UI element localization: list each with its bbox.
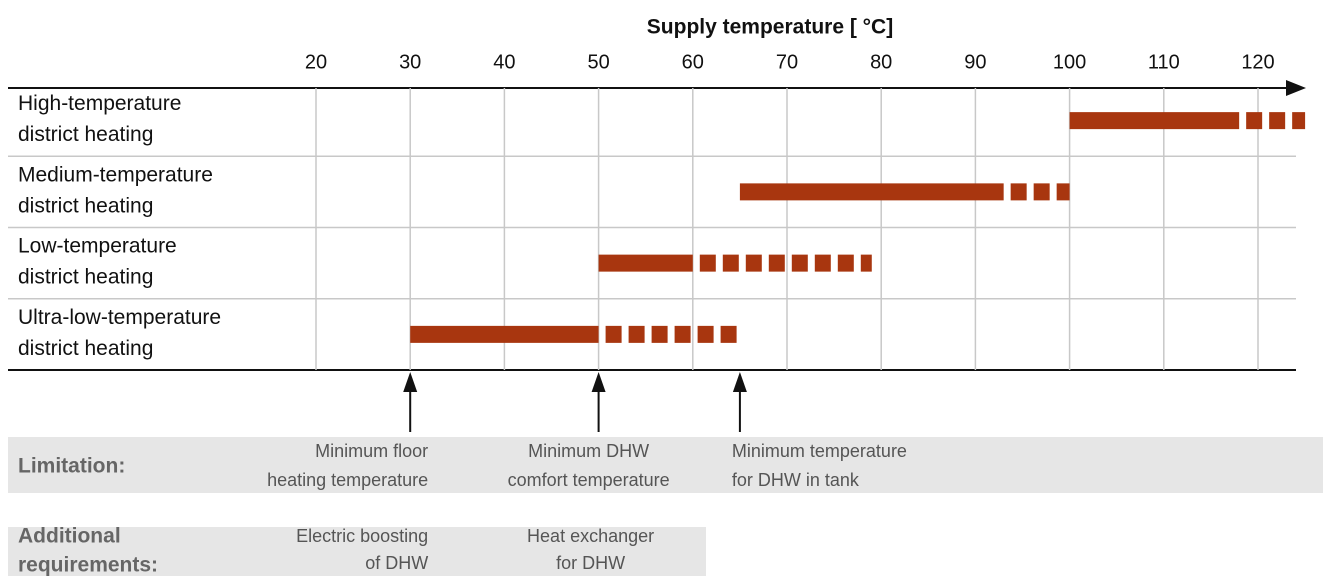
requirements-label: Additional xyxy=(18,525,121,548)
x-tick-label: 50 xyxy=(587,51,609,73)
category-label: district heating xyxy=(18,266,153,289)
requirement-text: of DHW xyxy=(365,553,428,573)
category-label: Low-temperature xyxy=(18,235,177,258)
limitation-text: heating temperature xyxy=(267,470,428,490)
arrow-head xyxy=(732,372,747,392)
limitation-text: Minimum temperature xyxy=(732,441,907,461)
x-tick-label: 110 xyxy=(1148,51,1180,73)
requirement-text: for DHW xyxy=(556,553,625,573)
limitation-band xyxy=(8,437,1323,493)
arrow-head xyxy=(591,372,606,392)
limitation-text: Minimum floor xyxy=(315,441,428,461)
x-tick-label: 20 xyxy=(305,51,327,73)
category-label: district heating xyxy=(18,194,153,217)
chart-title: Supply temperature [ °C] xyxy=(647,16,893,39)
requirements-band xyxy=(8,527,706,576)
category-label: district heating xyxy=(18,123,153,146)
x-tick-label: 60 xyxy=(682,51,704,73)
limitation-text: Minimum DHW xyxy=(528,441,649,461)
category-label: Medium-temperature xyxy=(18,163,213,186)
category-label: district heating xyxy=(18,337,153,360)
requirement-text: Heat exchanger xyxy=(527,526,654,546)
axis-arrow xyxy=(1286,80,1306,96)
limitation-text: comfort temperature xyxy=(508,470,670,490)
x-tick-label: 120 xyxy=(1241,51,1274,73)
x-tick-label: 100 xyxy=(1053,51,1086,73)
x-tick-label: 70 xyxy=(776,51,798,73)
limitation-text: for DHW in tank xyxy=(732,470,860,490)
arrow-head xyxy=(403,372,418,392)
x-tick-label: 40 xyxy=(493,51,515,73)
limitation-label: Limitation: xyxy=(18,455,125,478)
requirement-text: Electric boosting xyxy=(296,526,428,546)
requirements-label: requirements: xyxy=(18,554,158,576)
x-tick-label: 90 xyxy=(964,51,986,73)
x-tick-label: 80 xyxy=(870,51,892,73)
x-tick-label: 30 xyxy=(399,51,421,73)
category-label: Ultra-low-temperature xyxy=(18,306,221,329)
category-label: High-temperature xyxy=(18,92,181,115)
